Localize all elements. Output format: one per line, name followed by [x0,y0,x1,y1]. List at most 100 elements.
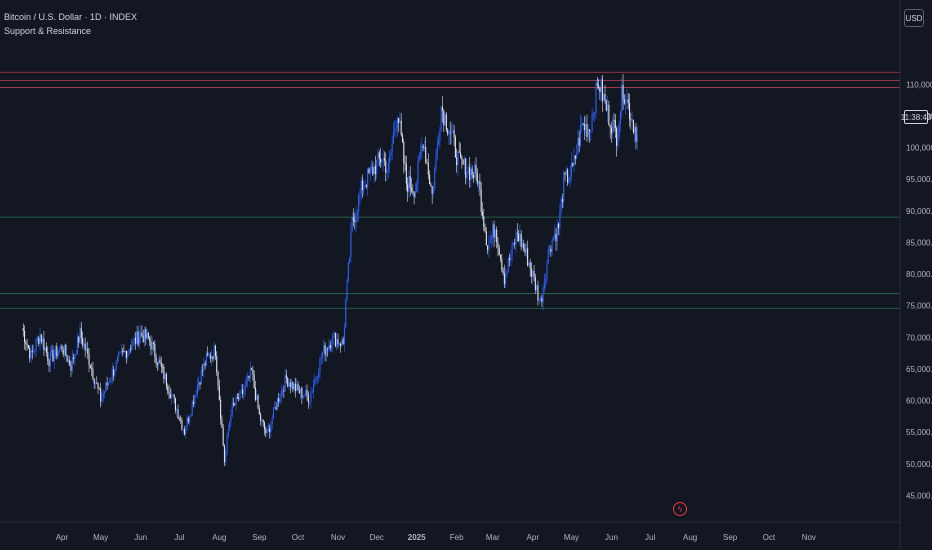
candle-body [52,349,54,362]
candle-body [422,145,424,149]
candle-body [287,378,289,387]
candle-body [124,350,126,352]
candle-body [284,375,286,392]
candle-body [177,409,179,419]
candle-body [327,348,329,350]
candle-body [271,418,273,425]
candle-body [234,404,236,405]
candle-body [342,339,344,344]
candle-body [260,414,262,421]
candle-body [470,168,472,180]
candle-body [458,151,460,153]
candle-body [389,155,391,163]
candle-body [128,349,130,352]
candle-body [225,450,227,463]
candle-body [120,351,122,352]
lightning-icon[interactable]: ϟ [673,502,687,516]
candle-body [430,184,432,187]
candle-body [583,123,585,131]
y-tick-label: 45,000.00 [906,492,932,501]
candle-body [160,362,162,367]
candle-body [79,328,81,343]
x-tick-label: Jul [174,533,184,542]
candle-body [319,358,321,373]
y-tick-label: 80,000.00 [906,270,932,279]
candle-body [98,388,100,390]
candle-body [479,180,481,190]
candle-body [398,118,400,123]
candle-body [530,268,533,277]
candle-body [270,424,272,433]
candle-body [420,152,422,157]
candle-body [404,162,406,165]
candle-body [341,339,343,347]
candle-body [364,185,366,187]
candle-body [213,345,215,360]
candle-body [605,100,607,111]
candle-body [276,398,278,410]
candle-body [149,338,151,341]
candle-body [614,120,616,129]
candle-body [24,330,26,342]
y-tick-label: 50,000.00 [906,460,932,469]
candle-body [440,106,442,131]
candle-body [564,172,566,175]
candle-body [151,342,153,350]
candle-body [70,365,72,371]
candle-body [537,285,539,301]
candle-body [591,114,593,132]
candle-body [503,273,505,285]
candle-body [294,383,296,391]
candle-body [355,215,357,223]
candle-body [158,359,160,365]
candles [22,74,638,467]
candle-body [463,158,465,165]
candle-body [400,120,402,136]
y-tick-label: 65,000.00 [906,365,932,374]
candle-body [453,130,455,137]
candle-body [349,257,351,263]
candle-body [101,397,103,402]
candle-body [454,136,456,158]
candle-body [60,345,62,349]
candle-body [493,224,495,238]
candle-body [310,393,312,402]
candle-body [316,377,318,379]
candle-body [345,300,347,328]
candle-body [399,120,401,123]
candle-body [143,329,146,343]
candle-body [346,280,348,301]
currency-button[interactable]: USD [904,9,924,27]
candle-body [29,348,31,359]
candle-body [53,355,55,362]
candle-body [445,114,447,131]
candle-body [92,369,94,379]
candle-body [307,395,309,403]
candle-body [581,123,583,126]
candle-body [431,186,433,194]
candle-body [223,445,226,463]
candle-body [450,132,453,134]
candle-body [183,429,186,435]
candle-body [618,123,620,137]
candle-body [595,83,597,114]
candle-body [89,364,91,368]
candle-body [636,134,638,142]
candle-body [350,230,352,258]
candle-body [487,245,489,251]
candle-body [291,381,293,388]
candle-body [190,414,192,417]
candle-body [220,400,222,420]
candle-body [512,243,514,244]
candle-body [84,343,86,351]
candle-body [626,99,628,104]
candle-body [539,298,542,300]
candle-body [154,344,156,357]
candle-body [73,357,75,359]
x-tick-label: Aug [683,533,697,542]
candle-body [39,334,41,344]
candle-body [171,394,173,399]
candle-body [62,350,64,355]
